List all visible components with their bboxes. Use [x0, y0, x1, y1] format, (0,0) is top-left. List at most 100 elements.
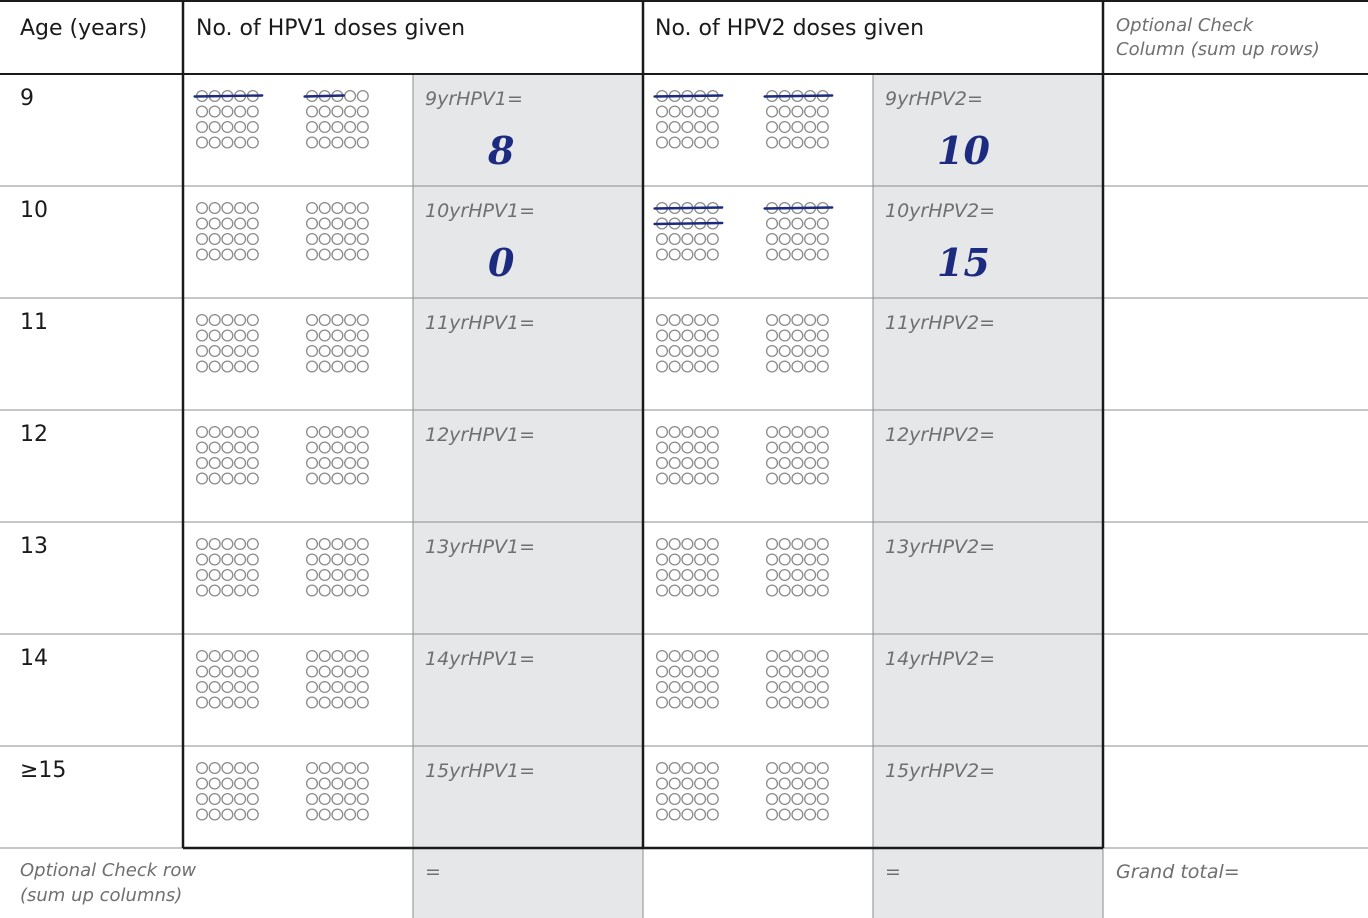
tally-circle: [331, 456, 344, 470]
tally-circle: [208, 696, 221, 709]
tally-circle: [195, 777, 209, 790]
tally-circle: [694, 120, 707, 134]
tally-circle: [765, 665, 779, 678]
tally-strike: [303, 94, 345, 98]
tally-circles: [195, 89, 829, 821]
tally-circle: [816, 537, 829, 551]
tally-circle: [331, 568, 344, 582]
tally-circle: [681, 696, 694, 709]
tally-circle: [804, 808, 817, 821]
tally-circle: [305, 313, 319, 327]
tally-strike: [653, 94, 724, 98]
tally-circle: [246, 329, 259, 342]
tally-circle: [668, 120, 681, 134]
tally-circle: [765, 217, 779, 230]
tally-circle: [681, 584, 694, 597]
tally-circle: [234, 553, 247, 566]
tally-circle: [655, 105, 669, 118]
tally-circle: [221, 568, 234, 582]
tally-circle: [694, 649, 707, 663]
tally-circle: [234, 120, 247, 134]
hpv1-label: 9yrHPV1=: [425, 88, 523, 110]
tally-circle: [318, 201, 331, 215]
tally-circle: [804, 232, 817, 246]
tally-circle: [305, 537, 319, 551]
header-age: Age (years): [20, 16, 148, 41]
tally-circle: [195, 665, 209, 678]
tally-circle: [246, 105, 259, 118]
tally-circle: [208, 456, 221, 470]
tally-circle: [791, 792, 804, 806]
tally-circle: [706, 456, 719, 470]
tally-circle: [706, 696, 719, 709]
tally-circle: [681, 761, 694, 775]
tally-circle: [791, 360, 804, 373]
tally-circle: [765, 232, 779, 246]
tally-circle: [318, 680, 331, 694]
tally-circle: [208, 441, 221, 454]
tally-circle: [344, 777, 357, 790]
tally-circle: [331, 777, 344, 790]
tally-circle: [221, 696, 234, 709]
tally-circle: [318, 777, 331, 790]
tally-circle: [804, 584, 817, 597]
tally-circle: [804, 313, 817, 327]
tally-circle: [246, 665, 259, 678]
tally-circle: [706, 761, 719, 775]
tally-circle: [778, 792, 791, 806]
tally-strike: [763, 206, 834, 210]
tally-circle: [331, 217, 344, 230]
tally-circle: [305, 329, 319, 342]
tally-circle: [816, 472, 829, 485]
tally-circle: [681, 553, 694, 566]
tally-circle: [791, 553, 804, 566]
tally-circle: [765, 649, 779, 663]
tally-circle: [356, 136, 369, 149]
tally-circle: [246, 649, 259, 663]
tally-circle: [305, 232, 319, 246]
tally-circle: [195, 792, 209, 806]
tally-circle: [765, 696, 779, 709]
tally-circle: [816, 313, 829, 327]
hpv1-label: 13yrHPV1=: [425, 536, 535, 558]
tally-circle: [706, 313, 719, 327]
tally-circle: [305, 425, 319, 439]
tally-circle: [816, 136, 829, 149]
tally-circle: [305, 777, 319, 790]
tally-circle: [706, 441, 719, 454]
tally-circle: [668, 248, 681, 261]
header-check-column-line1: Optional Check: [1116, 15, 1254, 36]
hpv2-label: 12yrHPV2=: [885, 424, 995, 446]
tally-circle: [778, 456, 791, 470]
tally-circle: [765, 553, 779, 566]
tally-circle: [668, 344, 681, 358]
tally-circle: [318, 120, 331, 134]
tally-circle: [791, 808, 804, 821]
tally-circle: [195, 680, 209, 694]
tally-circle: [681, 329, 694, 342]
tally-circle: [234, 456, 247, 470]
tally-circle: [221, 584, 234, 597]
tally-circle: [765, 425, 779, 439]
tally-circle: [804, 649, 817, 663]
tally-circle: [208, 105, 221, 118]
tally-circle: [234, 696, 247, 709]
tally-circle: [816, 777, 829, 790]
tally-circle: [778, 136, 791, 149]
tally-circle: [804, 537, 817, 551]
tally-circle: [305, 344, 319, 358]
tally-circle: [221, 537, 234, 551]
tally-circle: [246, 360, 259, 373]
tally-circle: [195, 537, 209, 551]
tally-circle: [668, 568, 681, 582]
tally-circle: [668, 649, 681, 663]
tally-circle: [816, 665, 829, 678]
tally-circle: [778, 584, 791, 597]
tally-circle: [331, 360, 344, 373]
row-age: 10: [20, 198, 48, 223]
tally-circle: [195, 313, 209, 327]
tally-circle: [668, 696, 681, 709]
tally-circle: [816, 696, 829, 709]
tally-circle: [778, 248, 791, 261]
tally-circle: [344, 649, 357, 663]
